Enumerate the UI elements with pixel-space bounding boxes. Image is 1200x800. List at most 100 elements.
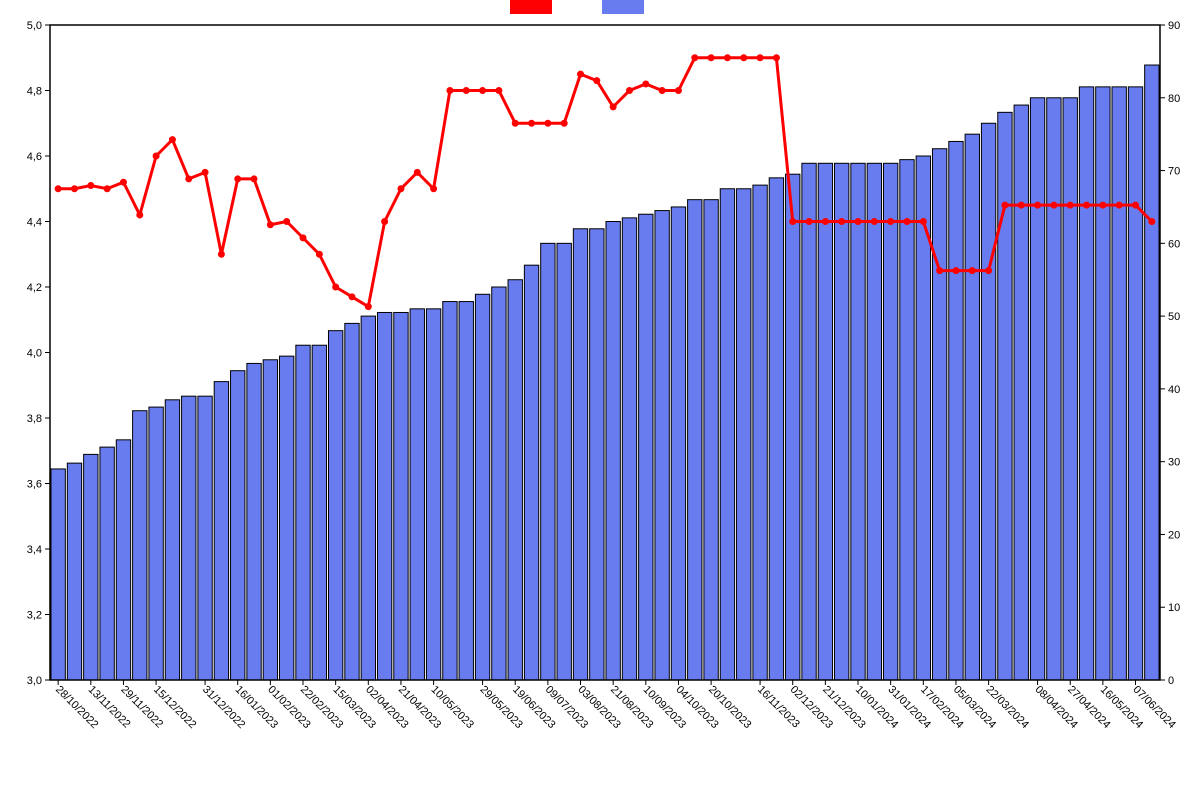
line-marker	[822, 219, 828, 225]
line-marker	[169, 137, 175, 143]
line-marker	[659, 88, 665, 94]
bar	[1079, 87, 1093, 680]
line-marker	[643, 81, 649, 87]
bar	[247, 363, 261, 680]
line-marker	[675, 88, 681, 94]
line-marker	[773, 55, 779, 61]
line-marker	[480, 88, 486, 94]
bar	[312, 345, 326, 680]
line-marker	[1149, 219, 1155, 225]
line-marker	[1035, 202, 1041, 208]
line-marker	[88, 182, 94, 188]
line-marker	[235, 176, 241, 182]
line-marker	[496, 88, 502, 94]
line-marker	[626, 88, 632, 94]
line-marker	[920, 219, 926, 225]
bar	[606, 222, 620, 681]
line-marker	[871, 219, 877, 225]
line-marker	[284, 219, 290, 225]
bar	[932, 149, 946, 680]
line-marker	[120, 179, 126, 185]
line-marker	[578, 71, 584, 77]
line-marker	[1051, 202, 1057, 208]
bar	[965, 134, 979, 680]
line-marker	[251, 176, 257, 182]
bar	[1014, 105, 1028, 680]
line-marker	[382, 219, 388, 225]
bar	[198, 396, 212, 680]
ytick-left-label: 3,0	[27, 675, 42, 687]
line-marker	[692, 55, 698, 61]
line-marker	[986, 268, 992, 274]
bar	[231, 371, 245, 680]
ytick-right-label: 70	[1168, 166, 1180, 178]
bar	[786, 174, 800, 680]
bar	[214, 382, 228, 680]
line-marker	[316, 251, 322, 257]
line-marker	[137, 212, 143, 218]
bar	[981, 123, 995, 680]
bar	[116, 440, 130, 680]
combo-chart: 3,03,23,43,63,84,04,24,44,64,85,00102030…	[0, 0, 1200, 800]
ytick-left-label: 4,8	[27, 86, 42, 98]
line-marker	[512, 120, 518, 126]
ytick-right-label: 30	[1168, 457, 1180, 469]
bar	[720, 189, 734, 680]
ytick-left-label: 4,0	[27, 348, 42, 360]
ytick-left-label: 4,2	[27, 282, 42, 294]
bar	[459, 302, 473, 680]
bar	[426, 309, 440, 680]
line-marker	[790, 219, 796, 225]
bar	[949, 141, 963, 680]
bar	[345, 323, 359, 680]
bar	[818, 163, 832, 680]
bar	[67, 463, 81, 680]
line-marker	[414, 169, 420, 175]
line-marker	[969, 268, 975, 274]
line-marker	[1018, 202, 1024, 208]
line-marker	[1084, 202, 1090, 208]
ytick-left-label: 3,2	[27, 610, 42, 622]
ytick-right-label: 20	[1168, 529, 1180, 541]
bar	[704, 200, 718, 680]
bar	[883, 163, 897, 680]
bar	[149, 407, 163, 680]
line-marker	[365, 304, 371, 310]
bar	[590, 229, 604, 680]
line-marker	[1100, 202, 1106, 208]
ytick-right-label: 40	[1168, 384, 1180, 396]
ytick-left-label: 3,4	[27, 544, 42, 556]
bar	[851, 163, 865, 680]
line-marker	[1133, 202, 1139, 208]
bar	[655, 211, 669, 680]
bar	[84, 454, 98, 680]
ytick-left-label: 3,8	[27, 413, 42, 425]
bar	[394, 312, 408, 680]
ytick-left-label: 4,6	[27, 151, 42, 163]
bar	[296, 345, 310, 680]
line-marker	[398, 186, 404, 192]
line-marker	[1116, 202, 1122, 208]
bar	[1128, 87, 1142, 680]
bar	[867, 163, 881, 680]
line-marker	[333, 284, 339, 290]
bar	[280, 356, 294, 680]
line-marker	[186, 176, 192, 182]
line-marker	[839, 219, 845, 225]
ytick-right-label: 0	[1168, 675, 1174, 687]
bar	[51, 469, 65, 680]
bar	[671, 207, 685, 680]
bar	[900, 160, 914, 680]
chart-svg: 3,03,23,43,63,84,04,24,44,64,85,00102030…	[0, 0, 1200, 800]
bar	[1047, 98, 1061, 680]
line-marker	[937, 268, 943, 274]
bar	[100, 447, 114, 680]
bar	[622, 218, 636, 680]
line-marker	[55, 186, 61, 192]
line-marker	[300, 235, 306, 241]
line-marker	[267, 222, 273, 228]
line-marker	[594, 78, 600, 84]
bar	[1063, 98, 1077, 680]
bar	[557, 243, 571, 680]
bar	[263, 360, 277, 680]
